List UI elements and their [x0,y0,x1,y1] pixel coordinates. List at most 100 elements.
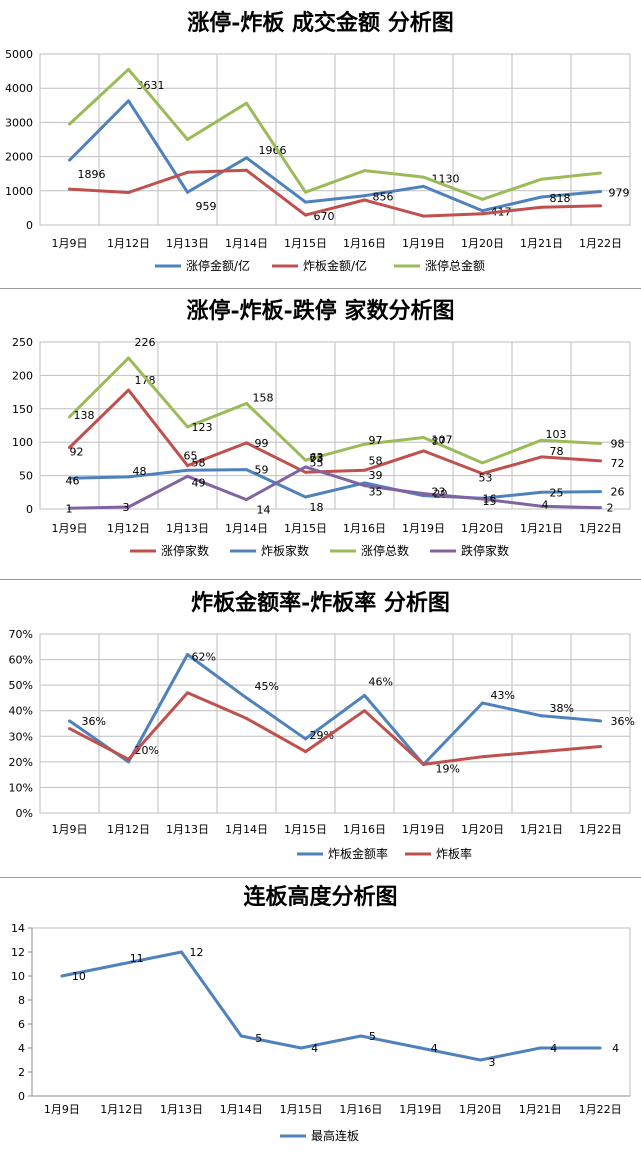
series-point [186,425,189,429]
series-point [245,696,248,700]
x-tick-label: 1月20日 [461,522,504,535]
data-label: 65 [184,450,198,463]
series-point [422,762,425,766]
chart-title: 炸板金额率-炸板率 分析图 [191,590,450,616]
series-point [186,190,189,194]
series-point [363,481,366,485]
x-tick-label: 1月16日 [339,1103,382,1116]
chart-title: 涨停-炸板-跌停 家数分析图 [187,298,455,324]
x-tick-label: 1月20日 [461,823,504,836]
data-label: 29% [310,729,334,742]
data-label: 11 [130,952,144,965]
series-point [68,187,71,191]
data-label: 43% [491,689,515,702]
y-tick-label: 30% [9,730,33,743]
y-tick-label: 0 [26,219,33,232]
series-point [540,750,543,754]
series-point [599,171,602,175]
data-label: 107 [432,434,453,447]
series-point [245,168,248,172]
series-point [599,506,602,510]
data-label: 62% [192,650,216,663]
series-point [304,213,307,217]
series-point [363,442,366,446]
data-label: 38% [550,702,574,715]
data-label: 18 [310,501,324,514]
data-label: 138 [74,409,95,422]
series-point [239,1034,243,1038]
limit-height-chart: 连板高度分析图 0 2 4 6 8 10 12 14 1月9日 1月12日 1月13日 1月14日 1月1… [11,884,631,1143]
data-label: 123 [192,421,213,434]
x-tick-label: 1月15日 [280,1103,323,1116]
data-label: 15 [483,495,497,508]
x-tick-label: 1月14日 [225,237,268,250]
series-point [245,156,248,160]
data-label: 4 [550,1042,557,1055]
turnover-amount-chart: 涨停-炸板 成交金额 分析图 0 1000 2000 3000 4000 5000 1月9日 1… [5,10,631,273]
series-point [363,194,366,198]
y-tick-label: 2000 [5,151,33,164]
data-label: 3 [123,501,130,514]
data-label: 98 [611,438,625,451]
series-line-2 [68,691,601,766]
x-tick-label: 1月9日 [52,522,88,535]
legend-label: 炸板率 [436,846,472,861]
x-tick-label: 1月12日 [107,823,150,836]
x-tick-label: 1月14日 [225,522,268,535]
data-label: 1 [66,502,73,515]
series-point [419,1046,423,1050]
series-point [422,214,425,218]
x-tick-label: 1月13日 [166,823,209,836]
series-point [127,191,130,195]
series-point [245,716,248,720]
x-tick-label: 1月19日 [402,237,445,250]
series-point [540,205,543,209]
series-point [127,757,130,761]
series-point [68,727,71,731]
section-divider [0,877,641,878]
y-tick-label: 4000 [5,82,33,95]
data-label: 10 [72,970,86,983]
x-tick-label: 1月12日 [107,522,150,535]
series-line-3 [68,356,601,465]
y-tick-label: 0 [18,1090,25,1103]
chart-title: 连板高度分析图 [243,884,397,910]
data-label: 73 [310,452,324,465]
series-point [245,441,248,445]
data-label: 2 [607,502,614,515]
x-tick-label: 1月14日 [220,1103,263,1116]
x-tick-label: 1月19日 [402,823,445,836]
data-label: 818 [550,192,571,205]
series-point [299,1046,303,1050]
series-line-1 [61,950,601,1062]
series-point [245,468,248,472]
x-tick-label: 1月20日 [459,1103,502,1116]
series-point [481,212,484,216]
legend-label: 跌停家数 [461,543,509,558]
series-point [422,175,425,179]
series-point [599,204,602,208]
series-point [304,200,307,204]
series-point [180,950,183,954]
series-point [363,198,366,202]
series-point [422,184,425,188]
series-point [304,190,307,194]
data-label: 58 [192,456,206,469]
series-point [540,438,543,442]
x-tick-label: 1月13日 [166,522,209,535]
data-label: 5 [369,1030,376,1043]
series-point [186,468,189,472]
data-label: 670 [314,210,335,223]
data-label: 158 [253,391,274,404]
series-point [540,490,543,494]
series-point [363,709,366,713]
series-point [540,455,543,459]
series-point [245,101,248,105]
y-tick-label: 40% [9,705,33,718]
stock-count-chart: 涨停-炸板-跌停 家数分析图 0 50 100 150 200 250 1月9日 1月12日 1月… [12,298,631,558]
series-point [304,465,307,469]
series-point [304,737,307,741]
x-tick-label: 1月21日 [520,823,563,836]
y-tick-label: 10% [9,781,33,794]
series-point [127,388,130,392]
